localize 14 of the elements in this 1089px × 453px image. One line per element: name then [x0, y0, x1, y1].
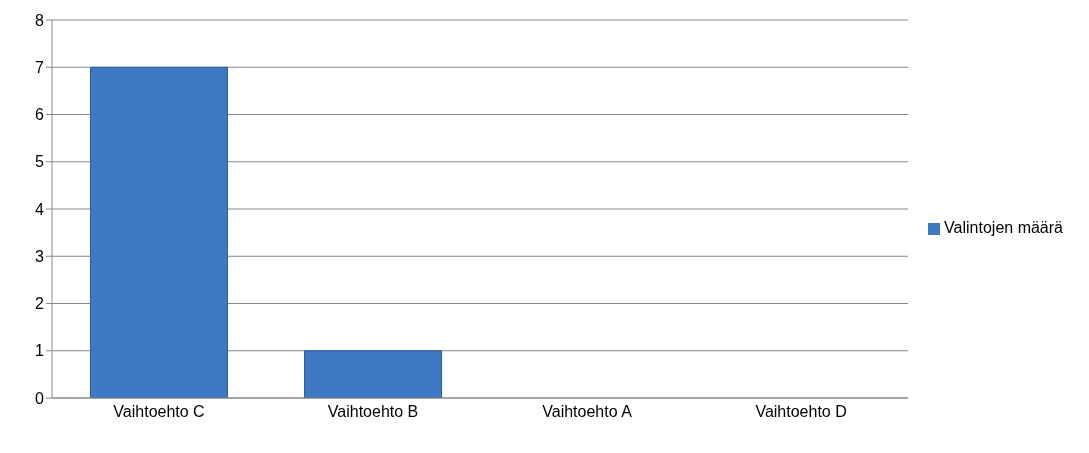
x-tick-label: Vaihtoehto A [542, 403, 633, 421]
y-tick-label: 8 [35, 11, 45, 29]
x-tick-label: Vaihtoehto D [755, 403, 847, 421]
y-tick-label: 5 [35, 153, 45, 171]
y-tick-label: 1 [35, 342, 45, 360]
legend-label: Valintojen määrä [944, 219, 1063, 236]
x-tick-label: Vaihtoehto B [327, 403, 419, 421]
x-tick-label: Vaihtoehto C [113, 403, 205, 421]
y-tick-label: 4 [35, 200, 45, 218]
y-tick-label: 3 [35, 247, 45, 265]
y-tick-label: 7 [35, 58, 45, 76]
y-tick-label: 6 [35, 106, 45, 124]
y-tick-label: 2 [35, 295, 45, 313]
y-tick-label: 0 [35, 389, 45, 407]
